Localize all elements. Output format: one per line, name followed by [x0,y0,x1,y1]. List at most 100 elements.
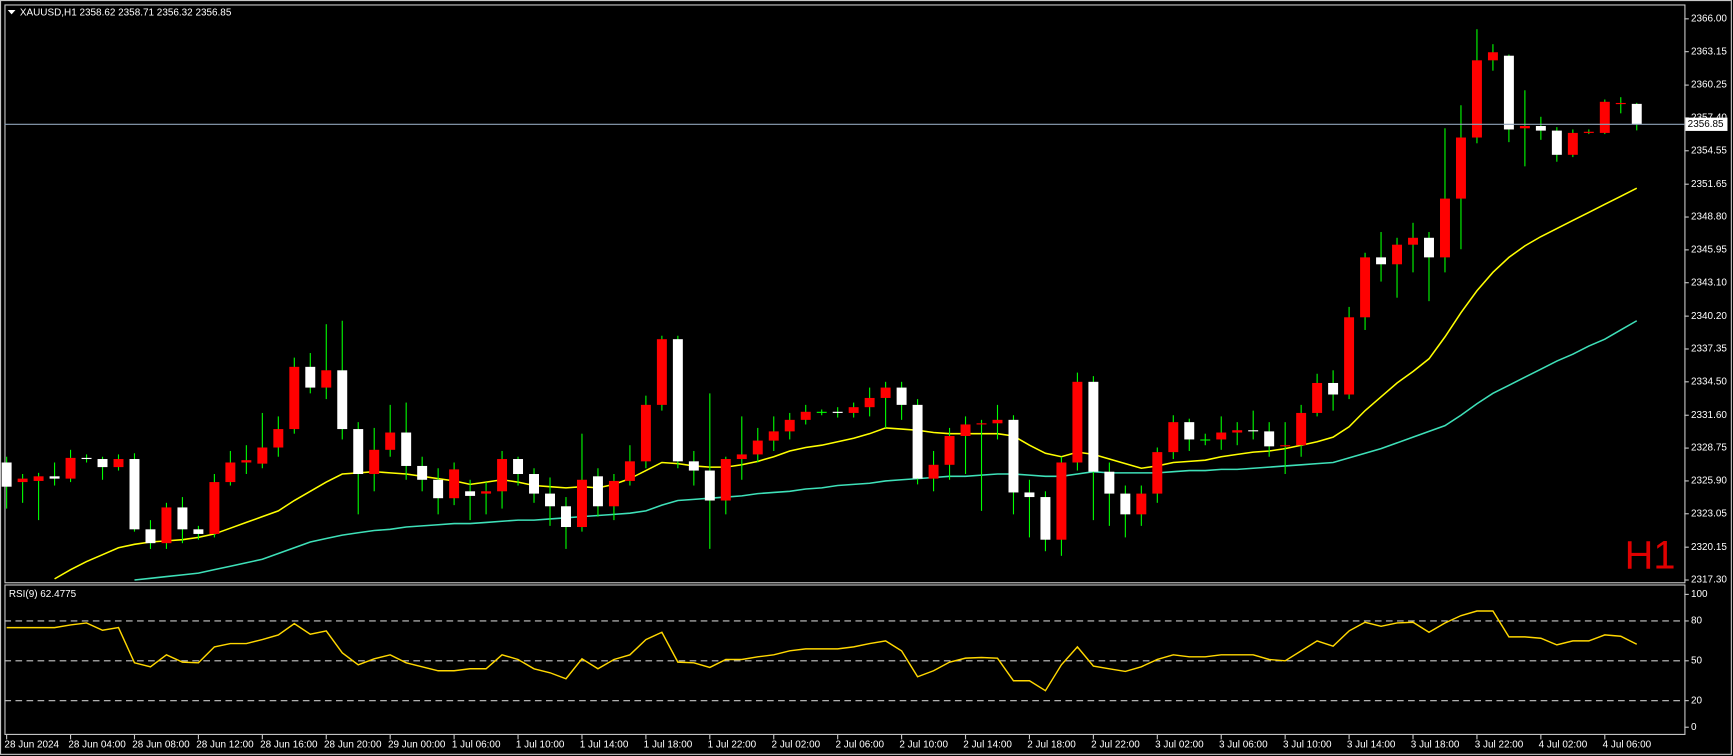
candle-body [688,461,699,471]
candle-body [513,459,524,475]
candle-body [241,460,252,463]
candle-body [113,459,124,468]
x-tick-label: 1 Jul 10:00 [516,740,565,751]
x-tick-label: 28 Jun 08:00 [132,740,190,751]
y-tick-label: 2366.00 [1691,13,1727,24]
candle-body [289,366,300,430]
candle-body [1184,422,1195,440]
candle-body [1136,493,1147,515]
candle-body [1535,126,1546,131]
x-tick-label: 4 Jul 06:00 [1603,740,1652,751]
candle-body [305,366,316,388]
candle-body [97,459,108,468]
candle-body [1120,493,1131,515]
candle-body [1104,471,1115,494]
candle-body [561,506,571,528]
x-tick-label: 3 Jul 06:00 [1219,740,1268,751]
x-tick-label: 28 Jun 12:00 [196,740,254,751]
chart-title: XAUUSD,H1 2358.62 2358.71 2356.32 2356.8… [20,7,232,18]
candle-body [449,469,460,499]
candle-body [1376,257,1387,265]
candle-body [1424,237,1434,258]
candle-body [976,423,987,425]
candle-body [1328,382,1339,395]
candle-body [1519,126,1530,129]
candle-body [129,459,140,530]
y-tick-label: 2328.75 [1691,443,1727,454]
candle-body [800,411,811,420]
candle-body [353,429,364,475]
candle-body [65,457,76,479]
x-tick-label: 4 Jul 02:00 [1539,740,1588,751]
candle-body [1024,492,1035,498]
candle-body [1503,55,1514,130]
candle-body [33,476,44,481]
y-tick-label: 2337.35 [1691,344,1727,355]
main-panel-frame [4,4,1686,584]
candle-body [1583,131,1594,133]
rsi-tick-label: 50 [1691,655,1703,666]
candle-body [17,478,28,483]
candle-body [1344,317,1355,395]
x-tick-label: 3 Jul 02:00 [1155,740,1204,751]
candle-body [848,407,859,413]
x-tick-label: 2 Jul 10:00 [899,740,948,751]
candle-body [161,507,172,544]
rsi-tick-label: 0 [1691,722,1697,733]
rsi-panel-frame [4,584,1686,735]
candle-body [497,459,508,492]
y-tick-label: 2340.20 [1691,311,1727,322]
candle-body [49,476,60,479]
candle-body [1232,430,1243,433]
current-price-box [1685,117,1728,131]
candle-body [465,491,476,496]
x-tick-label: 2 Jul 02:00 [772,740,821,751]
candle-body [545,493,555,507]
candle-body [1567,132,1578,155]
candle-body [273,429,284,448]
y-tick-label: 2345.95 [1691,245,1727,256]
candle-body [1072,381,1083,463]
y-tick-label: 2320.15 [1691,542,1727,553]
candle-body [1551,130,1562,155]
candle-body [640,404,651,462]
x-tick-label: 2 Jul 06:00 [835,740,884,751]
candle-body [1360,257,1371,318]
candle-body [896,387,907,405]
y-tick-label: 2351.65 [1691,179,1727,190]
x-tick-label: 2 Jul 22:00 [1091,740,1140,751]
candle-body [576,479,587,528]
x-tick-label: 2 Jul 14:00 [963,740,1012,751]
x-tick-label: 3 Jul 18:00 [1411,740,1460,751]
candle-body [816,411,827,413]
candle-body [225,462,236,483]
candle-body [145,529,156,544]
x-tick-label: 28 Jun 2024 [4,740,59,751]
candle-body [1200,439,1211,441]
candle-body [784,419,795,432]
x-tick-label: 1 Jul 14:00 [580,740,629,751]
y-tick-label: 2334.50 [1691,376,1727,387]
timeframe-watermark: H1 [1625,533,1676,577]
menu-arrow[interactable] [7,9,16,15]
candle-body [209,482,220,534]
candle-body [928,464,939,479]
rsi-line [6,610,1638,692]
x-tick-label: 3 Jul 14:00 [1347,740,1396,751]
candle-body [1296,412,1307,446]
candle-body [944,435,955,465]
candle-body [257,447,268,464]
candle-body [337,370,348,430]
candle-body [1168,422,1179,453]
candle-body [1,462,12,487]
candle-body [401,432,412,466]
candle-body [960,424,971,436]
candle-body [1312,382,1323,413]
candle-body [1008,419,1019,493]
candle-body [1152,452,1163,494]
candle-body [1487,52,1498,61]
